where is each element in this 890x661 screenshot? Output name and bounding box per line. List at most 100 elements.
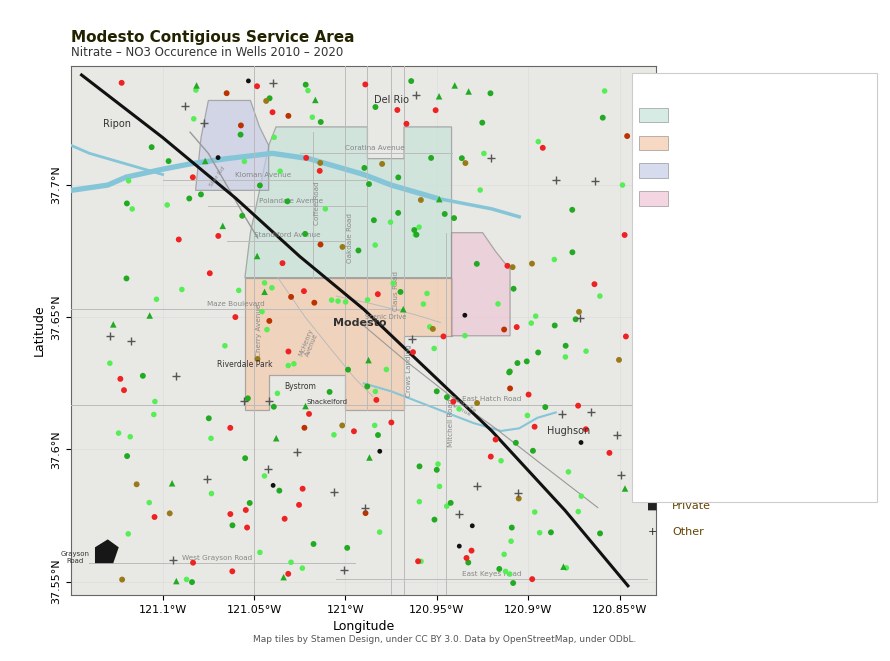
Point: [461, 557, 475, 568]
Point: [223, 422, 238, 433]
Point: [169, 370, 183, 381]
Point: [618, 230, 632, 241]
Point: [115, 77, 129, 88]
Point: [272, 485, 287, 496]
Point: [470, 481, 484, 492]
Point: [504, 536, 518, 547]
Point: [438, 209, 452, 219]
Point: [548, 175, 562, 186]
Polygon shape: [95, 539, 118, 563]
Point: [297, 286, 311, 296]
Point: [240, 393, 255, 404]
Point: [307, 297, 321, 308]
Text: ●: ●: [646, 299, 659, 313]
Point: [371, 430, 385, 440]
Point: [106, 319, 120, 330]
Text: Empire: Empire: [676, 194, 716, 204]
Point: [357, 163, 371, 173]
Text: Polandale Avenue: Polandale Avenue: [259, 198, 323, 204]
Point: [267, 401, 281, 412]
Point: [477, 148, 491, 159]
Text: Map tiles by Stamen Design, under CC BY 3.0. Data by OpenStreetMap, under ODbL.: Map tiles by Stamen Design, under CC BY …: [254, 635, 636, 644]
Point: [281, 360, 295, 371]
Point: [113, 373, 127, 384]
Text: Grayson
Road: Grayson Road: [61, 551, 89, 564]
Point: [531, 136, 546, 147]
Point: [218, 340, 232, 351]
Point: [142, 310, 157, 321]
Point: [618, 483, 632, 494]
Point: [409, 90, 423, 100]
Point: [555, 408, 570, 419]
Text: ●: ●: [648, 447, 657, 458]
Text: Well Type: Well Type: [641, 423, 708, 436]
Point: [593, 291, 607, 301]
Text: McHenry
Avenue: McHenry Avenue: [297, 328, 320, 360]
Point: [520, 356, 534, 367]
Text: Star Rd: Star Rd: [209, 167, 226, 188]
Point: [306, 539, 320, 549]
Point: [124, 336, 138, 346]
Point: [204, 433, 218, 444]
Point: [182, 193, 197, 204]
Point: [144, 142, 158, 153]
Point: [238, 156, 252, 167]
Point: [427, 343, 441, 354]
Point: [510, 322, 524, 332]
Point: [327, 430, 341, 440]
Text: Crows Landing: Crows Landing: [406, 344, 412, 397]
Point: [491, 299, 506, 309]
Point: [373, 527, 387, 537]
Point: [597, 86, 611, 97]
Text: East Keyes Road: East Keyes Road: [462, 571, 522, 577]
Text: Salida: Salida: [676, 166, 710, 176]
Point: [271, 388, 285, 399]
Point: [185, 577, 199, 588]
Point: [459, 553, 473, 563]
Point: [360, 295, 375, 305]
Point: [447, 213, 461, 223]
Point: [559, 340, 573, 351]
Point: [579, 346, 594, 356]
Point: [211, 152, 225, 163]
Point: [379, 364, 393, 375]
Point: [313, 117, 328, 128]
Point: [297, 422, 311, 433]
Point: [305, 112, 320, 122]
Point: [235, 210, 249, 221]
Point: [368, 386, 383, 397]
Point: [273, 166, 287, 176]
Point: [259, 96, 273, 106]
Point: [136, 371, 150, 381]
Point: [457, 330, 472, 341]
Point: [147, 409, 161, 420]
Point: [352, 245, 366, 256]
Point: [148, 512, 162, 522]
Point: [409, 229, 424, 240]
Point: [367, 215, 381, 225]
Point: [470, 398, 484, 408]
Text: 5−10: 5−10: [672, 380, 702, 391]
Point: [362, 178, 376, 189]
Point: [392, 172, 406, 182]
Point: [340, 543, 354, 553]
Point: [301, 85, 315, 96]
Text: South Modesto: South Modesto: [676, 138, 760, 149]
Point: [359, 508, 373, 518]
Point: [266, 480, 280, 490]
Point: [319, 204, 333, 214]
Point: [281, 568, 295, 579]
Text: Coratina Avenue: Coratina Avenue: [344, 145, 405, 151]
Text: Oakdale Road: Oakdale Road: [347, 213, 353, 263]
Point: [503, 383, 517, 394]
Point: [558, 352, 572, 362]
Text: ●: ●: [646, 378, 659, 393]
Point: [257, 471, 271, 481]
Point: [524, 318, 538, 329]
Point: [299, 153, 313, 163]
Point: [117, 385, 131, 395]
Point: [358, 79, 372, 90]
Polygon shape: [196, 100, 269, 190]
Text: Modesto Contigious Service Area: Modesto Contigious Service Area: [71, 30, 355, 45]
Text: +: +: [648, 527, 657, 537]
